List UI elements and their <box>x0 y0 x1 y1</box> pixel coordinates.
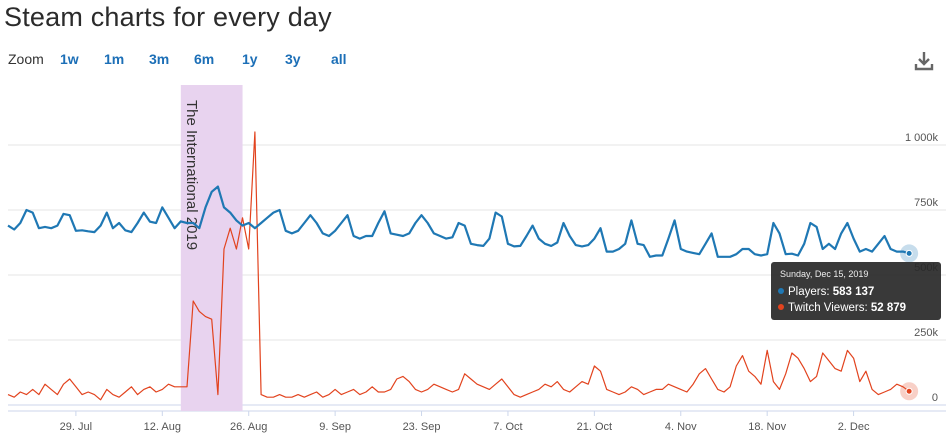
zoom-1w-button[interactable]: 1w <box>60 51 79 67</box>
download-icon[interactable] <box>913 50 935 72</box>
y-tick-label: 250k <box>914 327 938 339</box>
tooltip-twitch-row: Twitch Viewers: 52 879 <box>778 302 906 314</box>
plot-band: The International 2019 <box>180 85 243 411</box>
tooltip-date: Sunday, Dec 15, 2019 <box>780 269 869 279</box>
zoom-3y-button[interactable]: 3y <box>285 51 301 67</box>
twitch-marker <box>905 387 913 395</box>
tooltip-players-row: Players: 583 137 <box>778 286 874 298</box>
x-tick-label: 18. Nov <box>748 421 786 433</box>
page-title: Steam charts for every day <box>4 2 332 32</box>
zoom-all-button[interactable]: all <box>331 51 347 67</box>
x-tick-label: 12. Aug <box>144 421 181 433</box>
x-tick-label: 21. Oct <box>577 421 612 433</box>
tooltip-twitch-name: Twitch Viewers <box>788 302 865 314</box>
series-line <box>7 185 910 258</box>
plot-band-label: The International 2019 <box>183 100 200 250</box>
y-tick-label: 0 <box>932 392 938 404</box>
zoom-1y-button[interactable]: 1y <box>242 51 258 67</box>
players-dot-icon <box>778 287 784 294</box>
x-tick-label: 29. Jul <box>60 421 92 433</box>
x-tick-label: 26. Aug <box>230 421 267 433</box>
tooltip: Sunday, Dec 15, 2019 Players: 583 137 Tw… <box>771 262 941 320</box>
y-tick-label: 1 000k <box>905 132 939 144</box>
hover-markers <box>900 244 919 401</box>
tooltip-players-value: 583 137 <box>832 286 875 298</box>
twitch-series <box>7 131 910 401</box>
y-tick-label: 750k <box>914 197 938 209</box>
plot-band-area <box>180 85 243 411</box>
grid-lines <box>8 144 946 412</box>
zoom-6m-button[interactable]: 6m <box>194 51 215 67</box>
zoom-label: Zoom <box>8 51 44 67</box>
x-tick-label: 9. Sep <box>319 421 351 433</box>
tooltip-twitch-value: 52 879 <box>870 302 907 314</box>
x-tick-label: 4. Nov <box>665 421 697 433</box>
zoom-1m-button[interactable]: 1m <box>104 51 125 67</box>
x-tick-label: 23. Sep <box>403 421 441 433</box>
x-tick-label: 7. Oct <box>493 421 522 433</box>
x-tick-label: 2. Dec <box>838 421 870 433</box>
series-line <box>7 131 910 401</box>
tooltip-players-name: Players <box>788 286 827 298</box>
twitch-dot-icon <box>778 303 784 310</box>
zoom-3m-button[interactable]: 3m <box>149 51 170 67</box>
players-marker <box>905 249 913 257</box>
x-axis-ticks: 29. Jul 12. Aug 26. Aug 9. Sep 23. Sep 7. Oct… <box>60 411 870 433</box>
players-series <box>7 185 910 258</box>
